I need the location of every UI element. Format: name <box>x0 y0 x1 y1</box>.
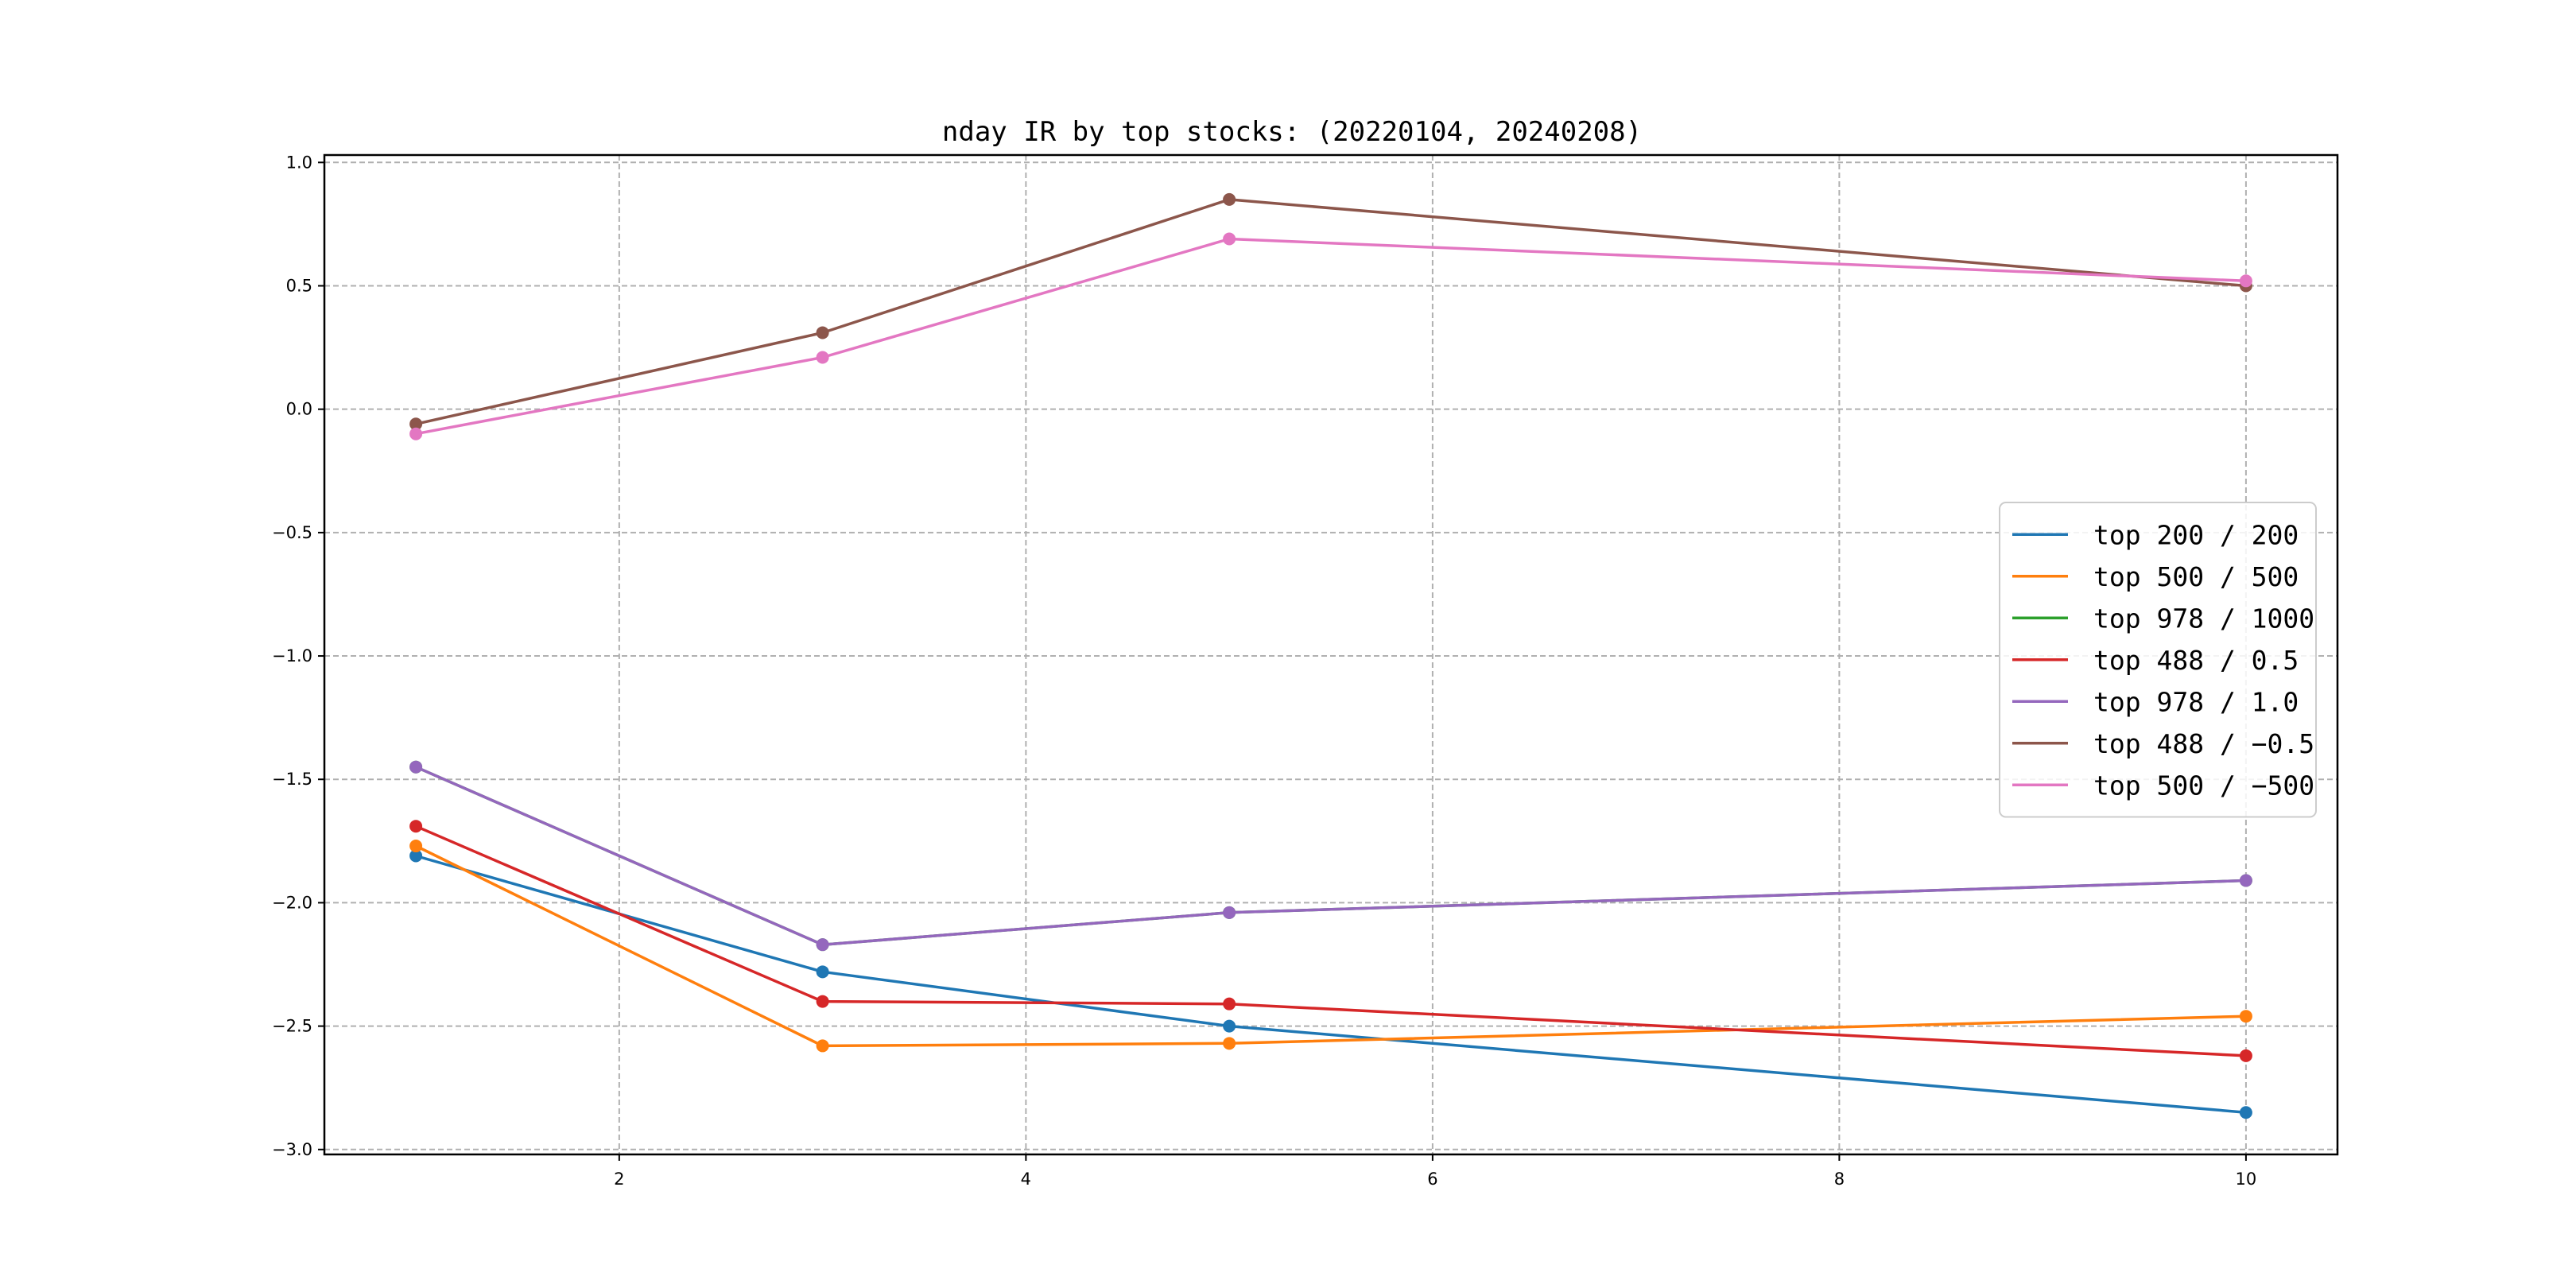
data-point <box>409 849 423 863</box>
series-line <box>415 198 2247 426</box>
y-tick-label: −3.0 <box>272 1140 312 1159</box>
x-tick-label: 8 <box>1834 1170 1845 1189</box>
y-tick-label: −2.0 <box>272 893 312 912</box>
legend-box <box>1999 502 2317 818</box>
data-point <box>1223 906 1236 919</box>
data-point <box>1223 1019 1236 1033</box>
y-tick-label: 0.0 <box>286 400 312 419</box>
data-point <box>2239 274 2252 288</box>
data-point <box>816 326 829 339</box>
data-point <box>2239 1049 2252 1062</box>
y-tick-label: −0.5 <box>272 523 312 542</box>
data-point <box>409 820 423 833</box>
data-point <box>409 760 423 774</box>
y-tick-label: 0.5 <box>286 276 312 295</box>
data-point <box>816 965 829 979</box>
legend-label: top 488 / 0.5 <box>2093 645 2299 676</box>
data-point <box>409 417 423 431</box>
legend-label: top 500 / 500 <box>2093 561 2299 592</box>
legend-label: top 978 / 1000 <box>2093 603 2314 634</box>
data-point <box>2239 1106 2252 1119</box>
y-tick-label: −2.5 <box>272 1017 312 1036</box>
data-point <box>2239 1010 2252 1023</box>
legend-label: top 500 / −500 <box>2093 770 2314 801</box>
data-point <box>1223 232 1236 246</box>
data-point <box>816 995 829 1008</box>
y-tick-label: −1.5 <box>272 770 312 789</box>
x-tick-label: 6 <box>1427 1170 1437 1189</box>
plot-frame <box>323 153 2339 1156</box>
chart-title: nday IR by top stocks: (20220104, 202402… <box>942 116 1642 148</box>
y-tick-label: 1.0 <box>286 153 312 172</box>
series-line <box>415 824 2246 1057</box>
series-line <box>415 766 2246 946</box>
series-line <box>415 237 2246 436</box>
x-tick-label: 4 <box>1021 1170 1031 1189</box>
data-point <box>1223 1037 1236 1050</box>
legend-label: top 978 / 1.0 <box>2093 686 2299 717</box>
data-point <box>816 351 829 364</box>
data-point <box>816 938 829 952</box>
x-tick-label: 10 <box>2236 1170 2257 1189</box>
legend: top 200 / 200 top 500 / 500 top 978 / 1000… <box>1999 502 2317 818</box>
x-tick-label: 2 <box>614 1170 624 1189</box>
data-point <box>1223 997 1236 1011</box>
y-tick-label: −1.0 <box>272 646 312 665</box>
data-point <box>409 840 423 853</box>
series-3 <box>409 820 2252 1062</box>
data-point <box>816 1039 829 1053</box>
legend-label: top 488 / −0.5 <box>2093 728 2314 759</box>
series-lines <box>409 192 2252 1119</box>
data-point <box>409 427 423 440</box>
gridlines <box>324 155 2337 1154</box>
legend-label: top 200 / 200 <box>2093 519 2299 550</box>
series-6 <box>409 232 2252 440</box>
data-point <box>2239 874 2252 887</box>
data-point <box>1223 192 1236 206</box>
axis-ticks: 2 4 6 8 10 1.0 0.5 0.0 −0.5 −1.0 −1.5 −2.0 −2.5 −3.0 <box>272 153 2256 1189</box>
series-4 <box>409 760 2252 952</box>
